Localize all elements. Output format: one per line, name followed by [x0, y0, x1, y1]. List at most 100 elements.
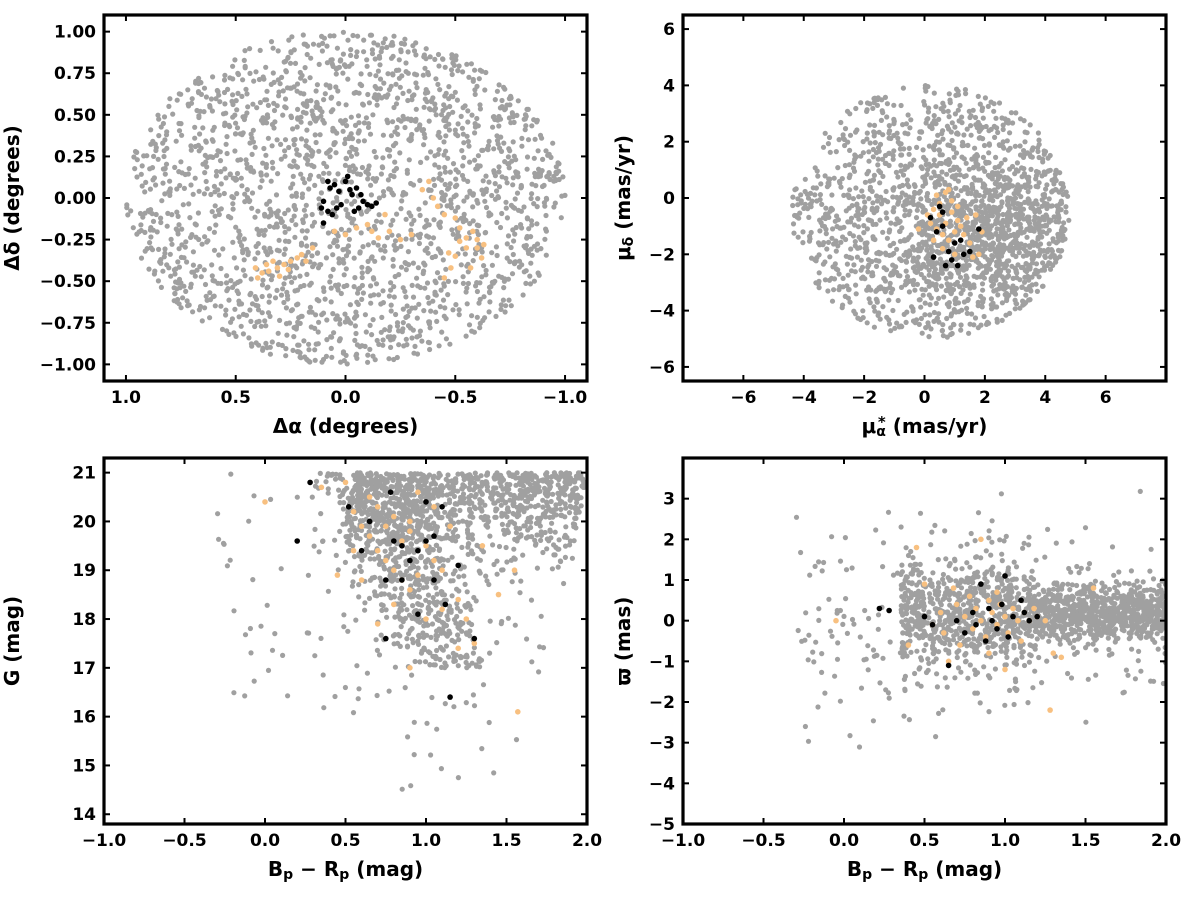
- field-star-point: [999, 317, 1005, 323]
- field-star-point: [504, 180, 510, 186]
- field-star-point: [966, 330, 972, 336]
- field-star-point: [975, 325, 981, 331]
- field-star-point: [366, 595, 373, 602]
- field-star-point: [792, 187, 798, 193]
- field-star-point: [890, 286, 896, 292]
- field-star-point: [999, 115, 1005, 121]
- field-star-point: [388, 55, 395, 61]
- field-star-point: [830, 226, 836, 232]
- field-star-point: [312, 357, 318, 363]
- field-star-point: [176, 264, 182, 270]
- field-star-point: [866, 149, 872, 155]
- field-star-point: [918, 196, 924, 202]
- field-star-point: [230, 76, 236, 82]
- field-star-point: [312, 347, 318, 353]
- field-star-point: [840, 275, 846, 281]
- field-star-point: [432, 101, 438, 107]
- field-star-point: [953, 309, 959, 315]
- field-star-point: [234, 125, 241, 131]
- field-star-point: [252, 144, 258, 150]
- field-star-point: [365, 352, 371, 358]
- field-star-point: [1058, 200, 1065, 206]
- field-star-point: [912, 268, 918, 274]
- field-star-point: [420, 72, 426, 78]
- field-star-point: [432, 614, 438, 620]
- field-star-point: [239, 183, 245, 189]
- field-star-point: [218, 169, 224, 175]
- field-star-point: [346, 149, 353, 155]
- field-star-point: [944, 197, 950, 203]
- field-star-point: [909, 304, 915, 310]
- field-star-point: [211, 124, 217, 130]
- field-star-point: [361, 120, 367, 126]
- field-star-point: [474, 288, 480, 295]
- field-star-point: [850, 196, 857, 202]
- field-star-point: [175, 228, 181, 234]
- field-star-point: [861, 207, 867, 213]
- field-star-point: [199, 241, 205, 247]
- field-star-point: [200, 125, 206, 131]
- field-star-point: [935, 249, 941, 255]
- field-star-point: [428, 481, 434, 487]
- field-star-point: [431, 217, 437, 223]
- field-star-point: [309, 309, 315, 315]
- field-star-point: [519, 135, 525, 141]
- field-star-point: [555, 160, 561, 166]
- field-star-point: [477, 67, 483, 73]
- field-star-point: [873, 257, 879, 263]
- core-star-point: [342, 178, 349, 185]
- field-star-point: [342, 140, 348, 147]
- field-star-point: [429, 97, 435, 103]
- field-star-point: [213, 222, 219, 228]
- field-star-point: [229, 98, 235, 104]
- field-star-point: [494, 88, 500, 94]
- field-star-point: [426, 340, 432, 346]
- field-star-point: [275, 208, 281, 214]
- field-star-point: [474, 197, 480, 204]
- field-star-point: [508, 120, 514, 126]
- field-star-point: [212, 203, 218, 209]
- field-star-point: [408, 783, 414, 789]
- field-star-point: [833, 248, 839, 254]
- field-star-point: [1022, 129, 1028, 135]
- field-star-point: [156, 133, 162, 139]
- field-star-point: [169, 212, 175, 218]
- field-star-point: [464, 194, 470, 200]
- field-star-point: [1049, 189, 1055, 195]
- field-star-point: [370, 275, 376, 281]
- field-star-point: [503, 205, 509, 211]
- field-star-point: [146, 266, 152, 272]
- field-star-point: [877, 180, 883, 186]
- field-star-point: [252, 256, 258, 262]
- field-star-point: [415, 283, 421, 289]
- field-star-point: [424, 584, 430, 590]
- field-star-point: [412, 343, 418, 349]
- field-star-point: [351, 315, 358, 321]
- field-star-point: [498, 302, 504, 308]
- field-star-point: [423, 217, 430, 223]
- field-star-point: [179, 226, 185, 232]
- field-star-point: [371, 223, 377, 229]
- field-star-point: [918, 304, 924, 310]
- field-star-point: [355, 696, 361, 702]
- field-star-point: [454, 97, 460, 103]
- field-star-point: [444, 492, 450, 498]
- core-star-point: [939, 223, 946, 229]
- field-star-point: [353, 53, 359, 60]
- field-star-point: [935, 243, 941, 249]
- field-star-point: [418, 494, 425, 500]
- field-star-point: [1027, 297, 1033, 303]
- field-star-point: [292, 263, 298, 269]
- core-star-point: [936, 203, 943, 210]
- field-star-point: [352, 568, 358, 574]
- field-star-point: [172, 271, 178, 277]
- field-star-point: [418, 159, 424, 165]
- field-star-point: [914, 259, 920, 265]
- field-star-point: [343, 102, 349, 108]
- field-star-point: [552, 200, 558, 206]
- field-star-point: [994, 319, 1000, 325]
- field-star-point: [501, 140, 507, 146]
- core-star-point: [954, 262, 961, 269]
- field-star-point: [1020, 264, 1026, 271]
- field-star-point: [894, 194, 900, 200]
